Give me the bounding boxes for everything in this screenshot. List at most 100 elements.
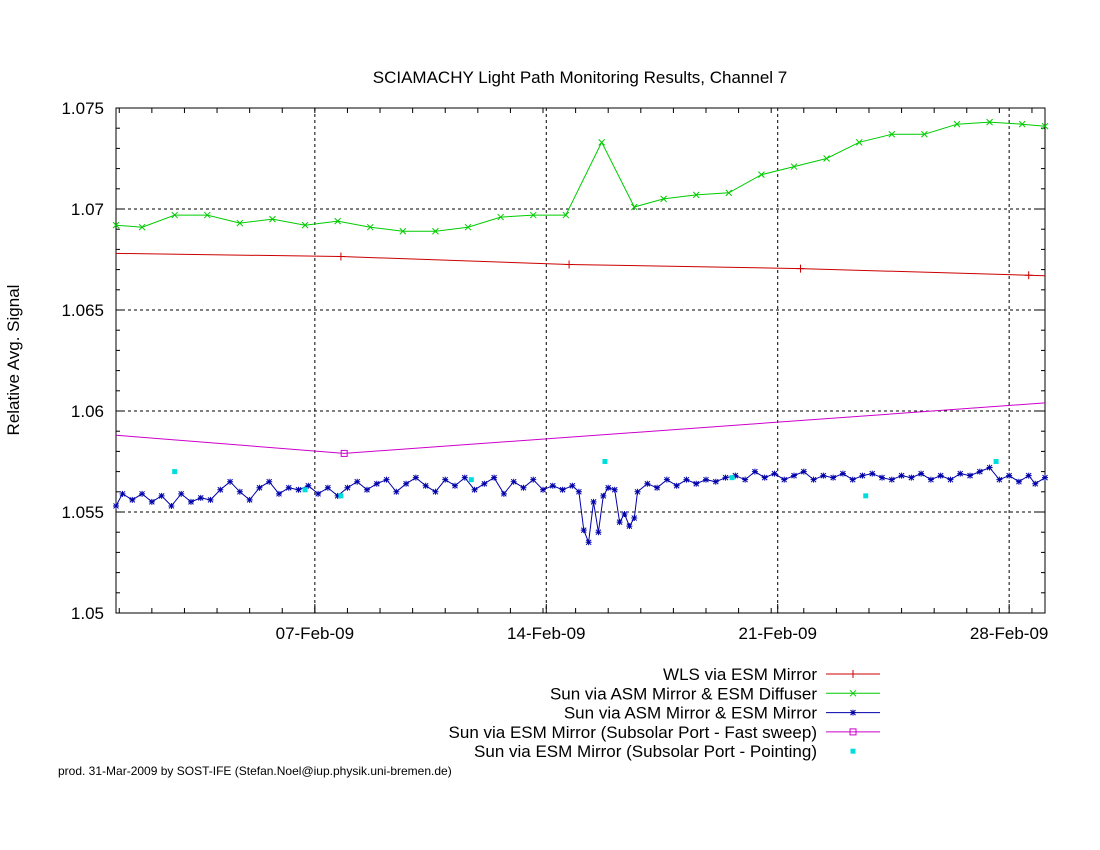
data-point [334, 217, 342, 225]
data-point [725, 189, 733, 197]
data-point [595, 529, 602, 536]
footer-credit: prod. 31-Mar-2009 by SOST-IFE (Stefan.No… [58, 764, 452, 778]
data-point [967, 472, 974, 479]
data-point [119, 490, 126, 497]
y-tick-label: 1.07 [71, 200, 104, 219]
data-point [481, 480, 488, 487]
data-point [644, 480, 651, 487]
data-point [621, 511, 628, 518]
y-tick-label: 1.05 [71, 604, 104, 623]
data-point [683, 476, 690, 483]
data-point [1041, 122, 1049, 130]
data-point [336, 252, 345, 261]
data-point [334, 492, 341, 499]
data-point [888, 476, 895, 483]
data-point [187, 498, 194, 505]
data-point [315, 490, 322, 497]
data-point [168, 502, 175, 509]
data-point [830, 474, 837, 481]
data-point [921, 130, 928, 138]
data-point [580, 527, 587, 534]
data-point [403, 480, 410, 487]
data-point [888, 130, 896, 138]
data-point [569, 482, 576, 489]
series-1 [112, 118, 1049, 235]
data-point [859, 472, 866, 479]
series-3 [115, 402, 1046, 457]
data-point [790, 163, 798, 170]
data-point [148, 498, 155, 505]
data-point [602, 459, 608, 464]
data-point [993, 459, 999, 464]
data-point [366, 223, 374, 231]
data-point [702, 476, 709, 483]
data-point [500, 490, 507, 497]
data-point [113, 502, 119, 509]
data-point [562, 211, 570, 219]
data-point [295, 486, 302, 493]
data-point [947, 476, 954, 483]
data-point [338, 493, 344, 499]
data-point [626, 523, 633, 530]
series-2 [113, 464, 1048, 546]
data-point [171, 211, 179, 219]
data-point [660, 195, 667, 203]
series-0 [115, 252, 1046, 280]
series-line [115, 121, 1046, 232]
data-point [742, 476, 749, 483]
data-point [452, 482, 459, 489]
data-point [810, 476, 817, 483]
data-point [344, 484, 351, 491]
data-point [927, 476, 934, 483]
data-point [412, 474, 419, 481]
data-point [820, 472, 827, 479]
x-tick-label: 07-Feb-09 [276, 624, 354, 643]
data-point [530, 476, 537, 483]
data-point [634, 488, 641, 495]
data-point [791, 472, 798, 479]
data-point [693, 480, 700, 487]
data-point [732, 472, 739, 479]
series-line [115, 466, 1046, 543]
data-point [256, 484, 263, 491]
data-point [986, 464, 993, 471]
data-point [839, 470, 846, 477]
data-point [631, 515, 638, 522]
legend-marker [850, 748, 856, 754]
data-point [654, 484, 661, 491]
data-point [324, 484, 331, 491]
data-point [605, 484, 612, 491]
data-point [393, 488, 400, 495]
data-point [497, 213, 504, 221]
data-point [1018, 120, 1026, 128]
data-point [275, 490, 282, 497]
data-point [611, 486, 618, 493]
data-point [172, 469, 178, 475]
data-point [937, 472, 944, 479]
data-point [464, 223, 472, 231]
data-point [575, 488, 582, 495]
data-point [422, 482, 429, 489]
data-point [207, 496, 214, 503]
data-point [1006, 472, 1013, 479]
data-point [540, 486, 547, 493]
data-point [227, 478, 234, 485]
data-point [616, 519, 623, 526]
data-point [869, 470, 876, 477]
legend-label: Sun via ASM Mirror & ESM Diffuser [550, 684, 817, 703]
legend-marker [849, 689, 857, 697]
x-tick-label: 21-Feb-09 [738, 624, 816, 643]
data-point [285, 484, 292, 491]
data-point [139, 490, 146, 497]
legend-marker [849, 670, 857, 678]
legend-label: WLS via ESM Mirror [663, 665, 817, 684]
data-point [266, 478, 273, 485]
data-point [879, 474, 886, 481]
data-point [800, 468, 807, 475]
data-point [305, 482, 312, 489]
data-point [898, 472, 905, 479]
data-point [855, 138, 863, 146]
data-point [796, 264, 805, 273]
